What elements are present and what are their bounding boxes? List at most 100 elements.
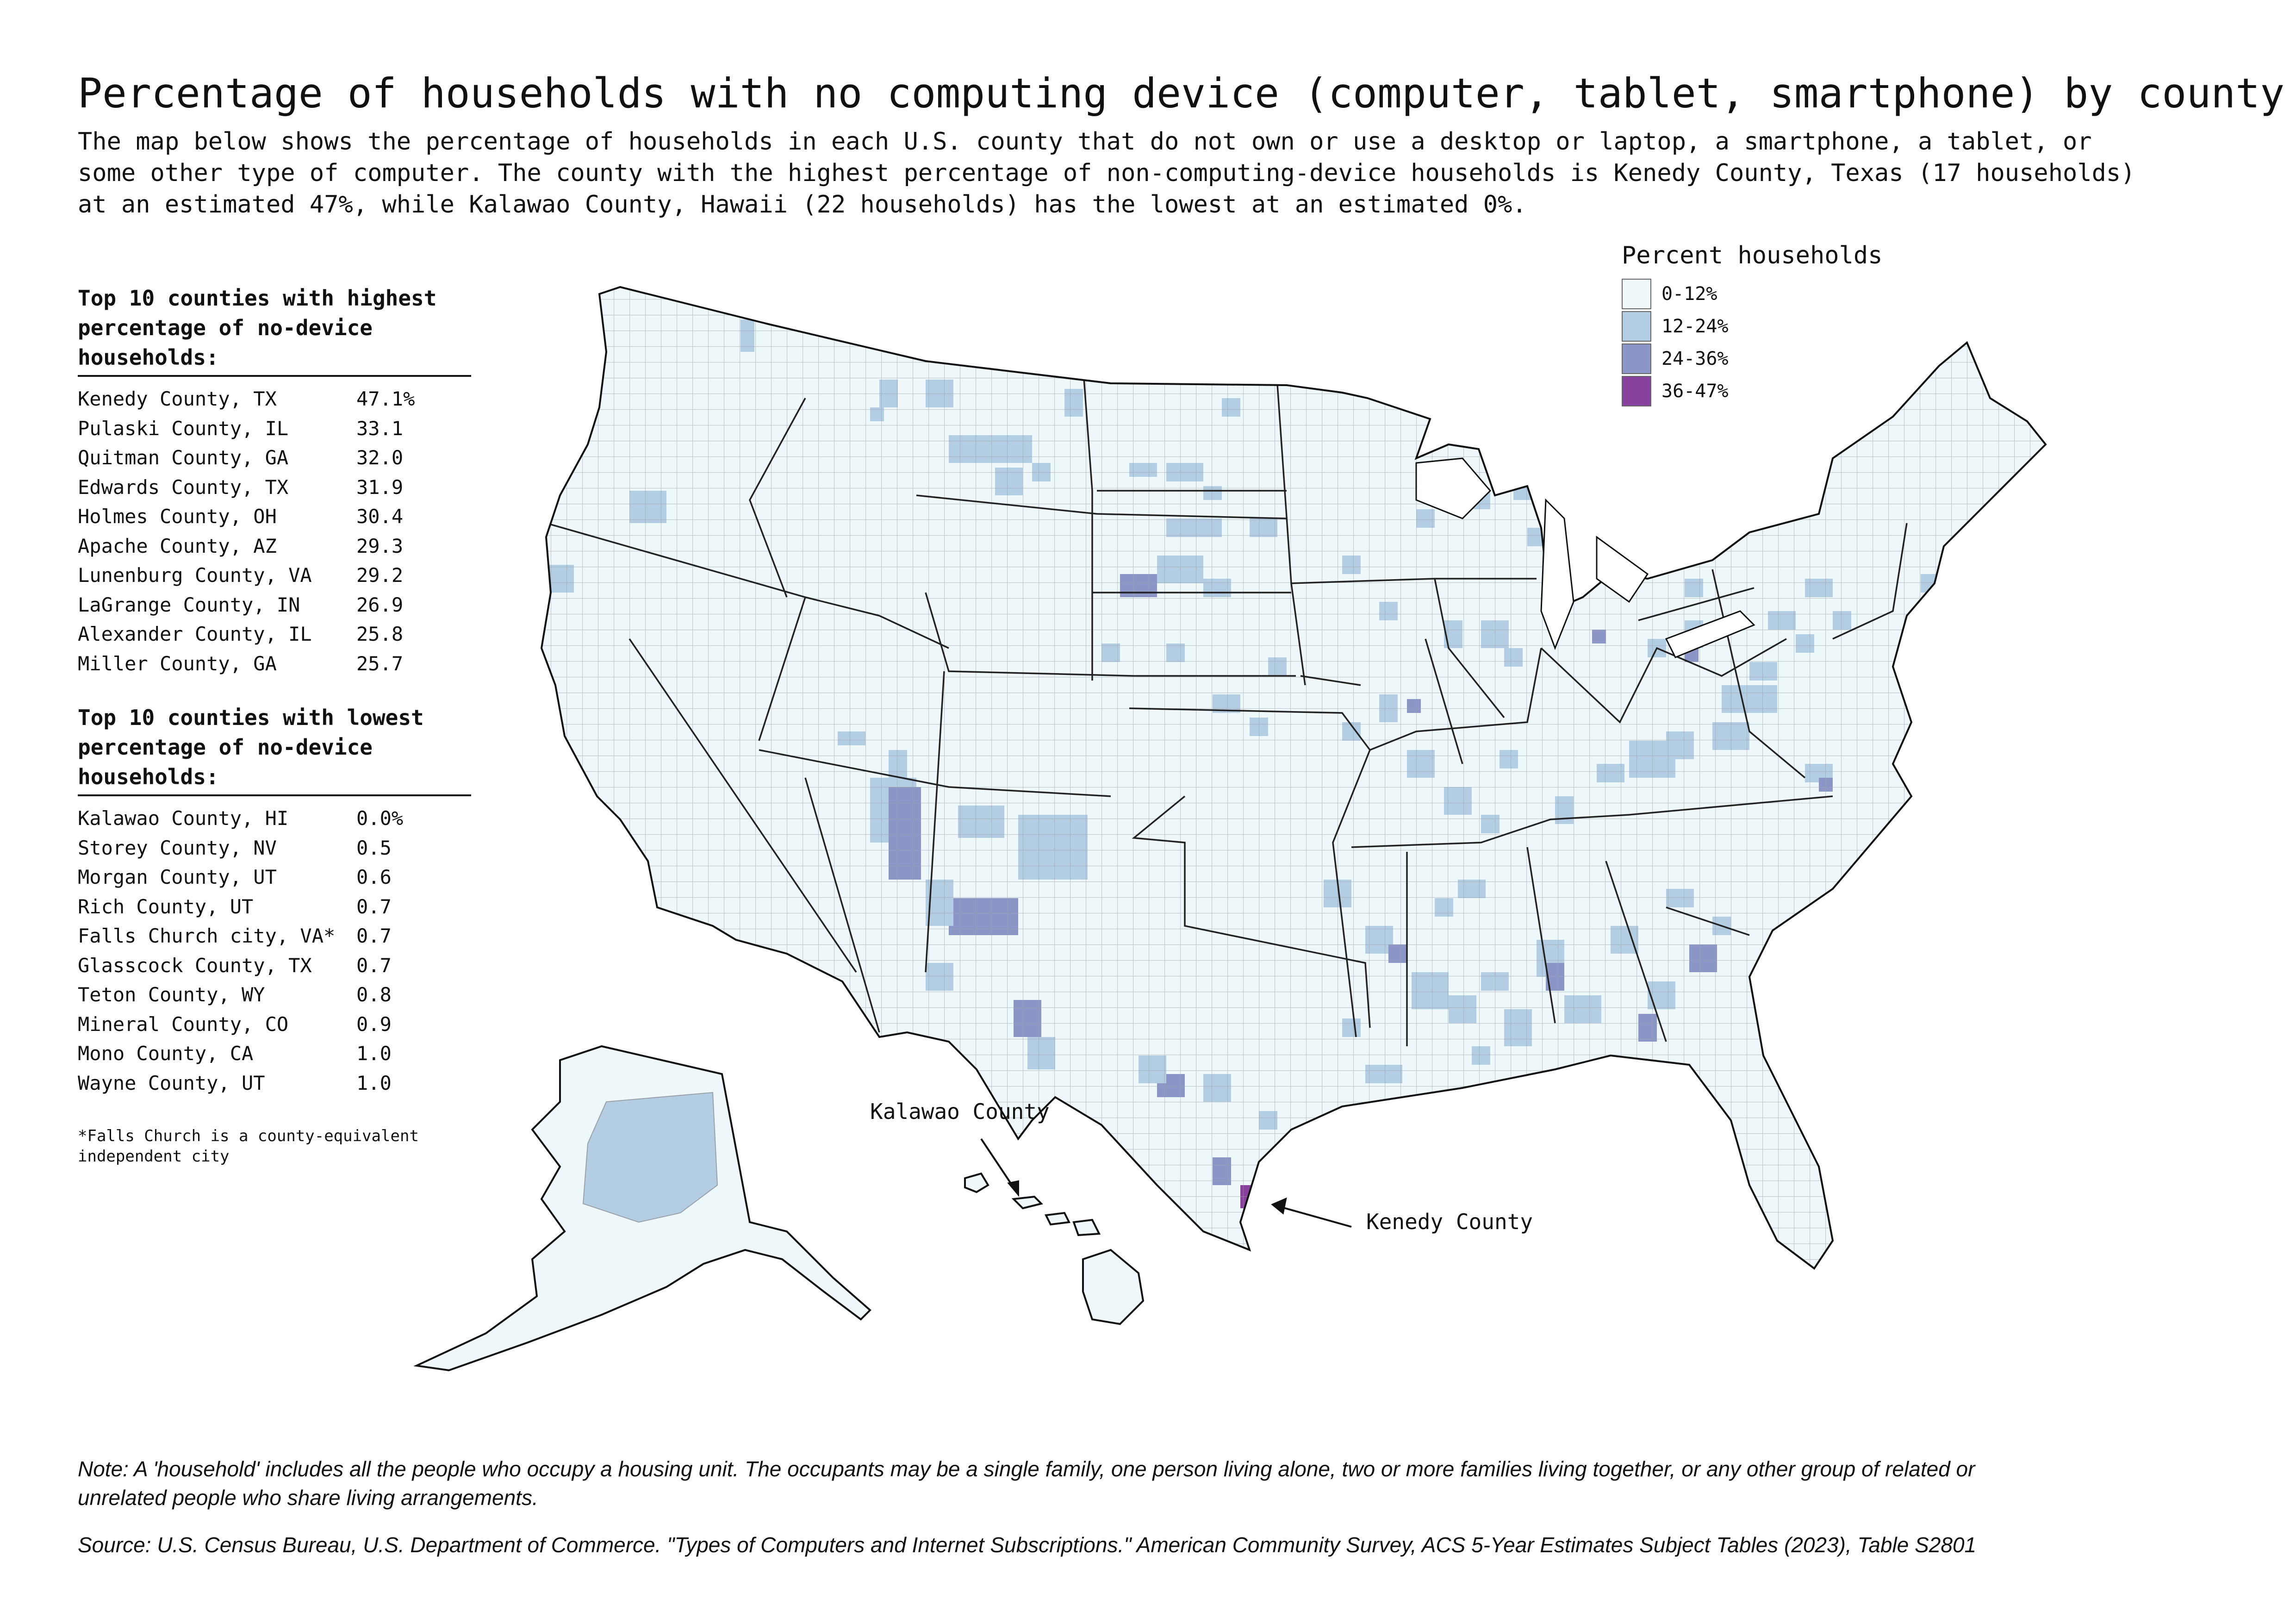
county-name: Glasscock County, TX (78, 954, 312, 977)
rank-row: Storey County, NV 0.5 (78, 833, 476, 863)
heading-line: Top 10 counties with highest (78, 286, 437, 311)
county-value: 1.0 (356, 1042, 392, 1065)
county-value: 0.9 (356, 1012, 392, 1036)
conus-group (540, 286, 2047, 1270)
county-name: Rich County, UT (78, 895, 254, 918)
county-value: 0.8 (356, 983, 392, 1006)
county-value: 0.0% (356, 807, 404, 830)
legend-label: 36-47% (1661, 381, 1729, 402)
kauai (964, 1172, 989, 1193)
rank-row: Apache County, AZ 29.3 (78, 531, 476, 561)
rank-row: Morgan County, UT 0.6 (78, 862, 476, 892)
county-name: Teton County, WY (78, 983, 265, 1006)
county-name: Pulaski County, IL (78, 417, 289, 440)
legend-item: 12-24% (1622, 310, 1883, 343)
map-subtitle: The map below shows the percentage of ho… (78, 126, 2253, 220)
rank-row: Edwards County, TX 31.9 (78, 473, 476, 502)
map-title: Percentage of households with no computi… (78, 69, 2285, 117)
note: Note: A 'household' includes all the peo… (78, 1455, 2230, 1512)
county-value: 0.7 (356, 895, 392, 918)
county-value: 30.4 (356, 505, 404, 528)
footnote-line: *Falls Church is a county-equivalent (78, 1127, 419, 1145)
lake-huron (1596, 536, 1649, 603)
rank-row: LaGrange County, IN 26.9 (78, 590, 476, 620)
kenedy-arrowhead (1271, 1197, 1287, 1215)
county-value: 25.7 (356, 652, 404, 675)
county-value: 0.5 (356, 836, 392, 859)
legend-label: 12-24% (1661, 316, 1729, 337)
county-name: Quitman County, GA (78, 446, 289, 469)
kenedy-callout: Kenedy County (1366, 1209, 1533, 1234)
heading-line: households: (78, 345, 219, 370)
rank-row: Pulaski County, IL 33.1 (78, 414, 476, 443)
legend-swatch (1622, 344, 1651, 374)
county-name: LaGrange County, IN (78, 593, 300, 616)
county-value: 31.9 (356, 475, 404, 499)
legend-label: 0-12% (1661, 283, 1717, 305)
highest-list: Kenedy County, TX 47.1% Pulaski County, IL… (78, 384, 476, 678)
kenedy-arrow (1282, 1206, 1352, 1228)
legend-item: 0-12% (1622, 278, 1883, 310)
legend-rows: 0-12% 12-24% 24-36% 36-47% (1622, 278, 1883, 407)
rank-row: Falls Church city, VA* 0.7 (78, 921, 476, 951)
county-value: 29.2 (356, 564, 404, 587)
subtitle-line: at an estimated 47%, while Kalawao Count… (78, 191, 1527, 219)
hawaii-group (964, 1172, 1145, 1325)
county-name: Miller County, GA (78, 652, 277, 675)
legend-label: 24-36% (1661, 348, 1729, 369)
source: Source: U.S. Census Bureau, U.S. Departm… (78, 1533, 1977, 1557)
county-name: Storey County, NV (78, 836, 277, 859)
lowest-list: Kalawao County, HI 0.0% Storey County, NV 0… (78, 804, 476, 1098)
legend-item: 36-47% (1622, 375, 1883, 407)
big-island (1082, 1249, 1145, 1325)
rank-row: Quitman County, GA 32.0 (78, 443, 476, 473)
lowest-heading: Top 10 counties with lowest percentage o… (78, 703, 476, 792)
county-value: 0.7 (356, 924, 392, 947)
rank-row: Alexander County, IL 25.8 (78, 619, 476, 649)
lake-michigan (1540, 498, 1574, 650)
heading-line: percentage of no-device (78, 735, 373, 760)
county-boundaries (541, 287, 2046, 1268)
county-name: Falls Church city, VA* (78, 924, 336, 947)
rank-row: Rich County, UT 0.7 (78, 892, 476, 922)
lake-superior (1415, 457, 1492, 519)
county-value: 29.3 (356, 534, 404, 557)
county-name: Holmes County, OH (78, 505, 277, 528)
maui (1072, 1218, 1101, 1237)
subtitle-line: The map below shows the percentage of ho… (78, 128, 2092, 156)
state-boundaries (546, 365, 1908, 1046)
rank-row: Mineral County, CO 0.9 (78, 1010, 476, 1039)
kalawao-callout: Kalawao County (870, 1099, 1050, 1124)
rank-row: Wayne County, UT 1.0 (78, 1068, 476, 1098)
legend-swatch (1622, 311, 1651, 342)
legend-swatch (1622, 376, 1651, 406)
kalawao-arrowhead (1007, 1180, 1019, 1197)
footnote: *Falls Church is a county-equivalent ind… (78, 1126, 419, 1167)
divider (78, 794, 471, 796)
county-name: Wayne County, UT (78, 1071, 265, 1094)
rank-row: Lunenburg County, VA 29.2 (78, 561, 476, 590)
rank-row: Holmes County, OH 30.4 (78, 502, 476, 531)
alaska-group (413, 1045, 871, 1372)
county-value: 1.0 (356, 1071, 392, 1094)
footnote-line: independent city (78, 1147, 230, 1166)
county-name: Kenedy County, TX (78, 387, 277, 410)
subtitle-line: some other type of computer. The county … (78, 159, 2135, 187)
oahu (1011, 1195, 1043, 1210)
county-name: Edwards County, TX (78, 475, 289, 499)
legend: Percent households 0-12% 12-24% 24-36% 36-4… (1622, 240, 1883, 407)
heading-line: Top 10 counties with lowest (78, 705, 424, 730)
note-line: unrelated people who share living arrang… (78, 1486, 538, 1510)
county-value: 26.9 (356, 593, 404, 616)
alaska-shaded-region (582, 1092, 718, 1223)
rank-row: Kenedy County, TX 47.1% (78, 384, 476, 414)
county-name: Lunenburg County, VA (78, 564, 312, 587)
rank-row: Teton County, WY 0.8 (78, 980, 476, 1010)
heading-line: households: (78, 764, 219, 789)
county-name: Morgan County, UT (78, 866, 277, 888)
callout-arrows (980, 1138, 1352, 1228)
legend-swatch (1622, 279, 1651, 309)
county-value: 33.1 (356, 417, 404, 440)
heading-line: percentage of no-device (78, 315, 373, 340)
kalawao-arrow (980, 1138, 1015, 1190)
